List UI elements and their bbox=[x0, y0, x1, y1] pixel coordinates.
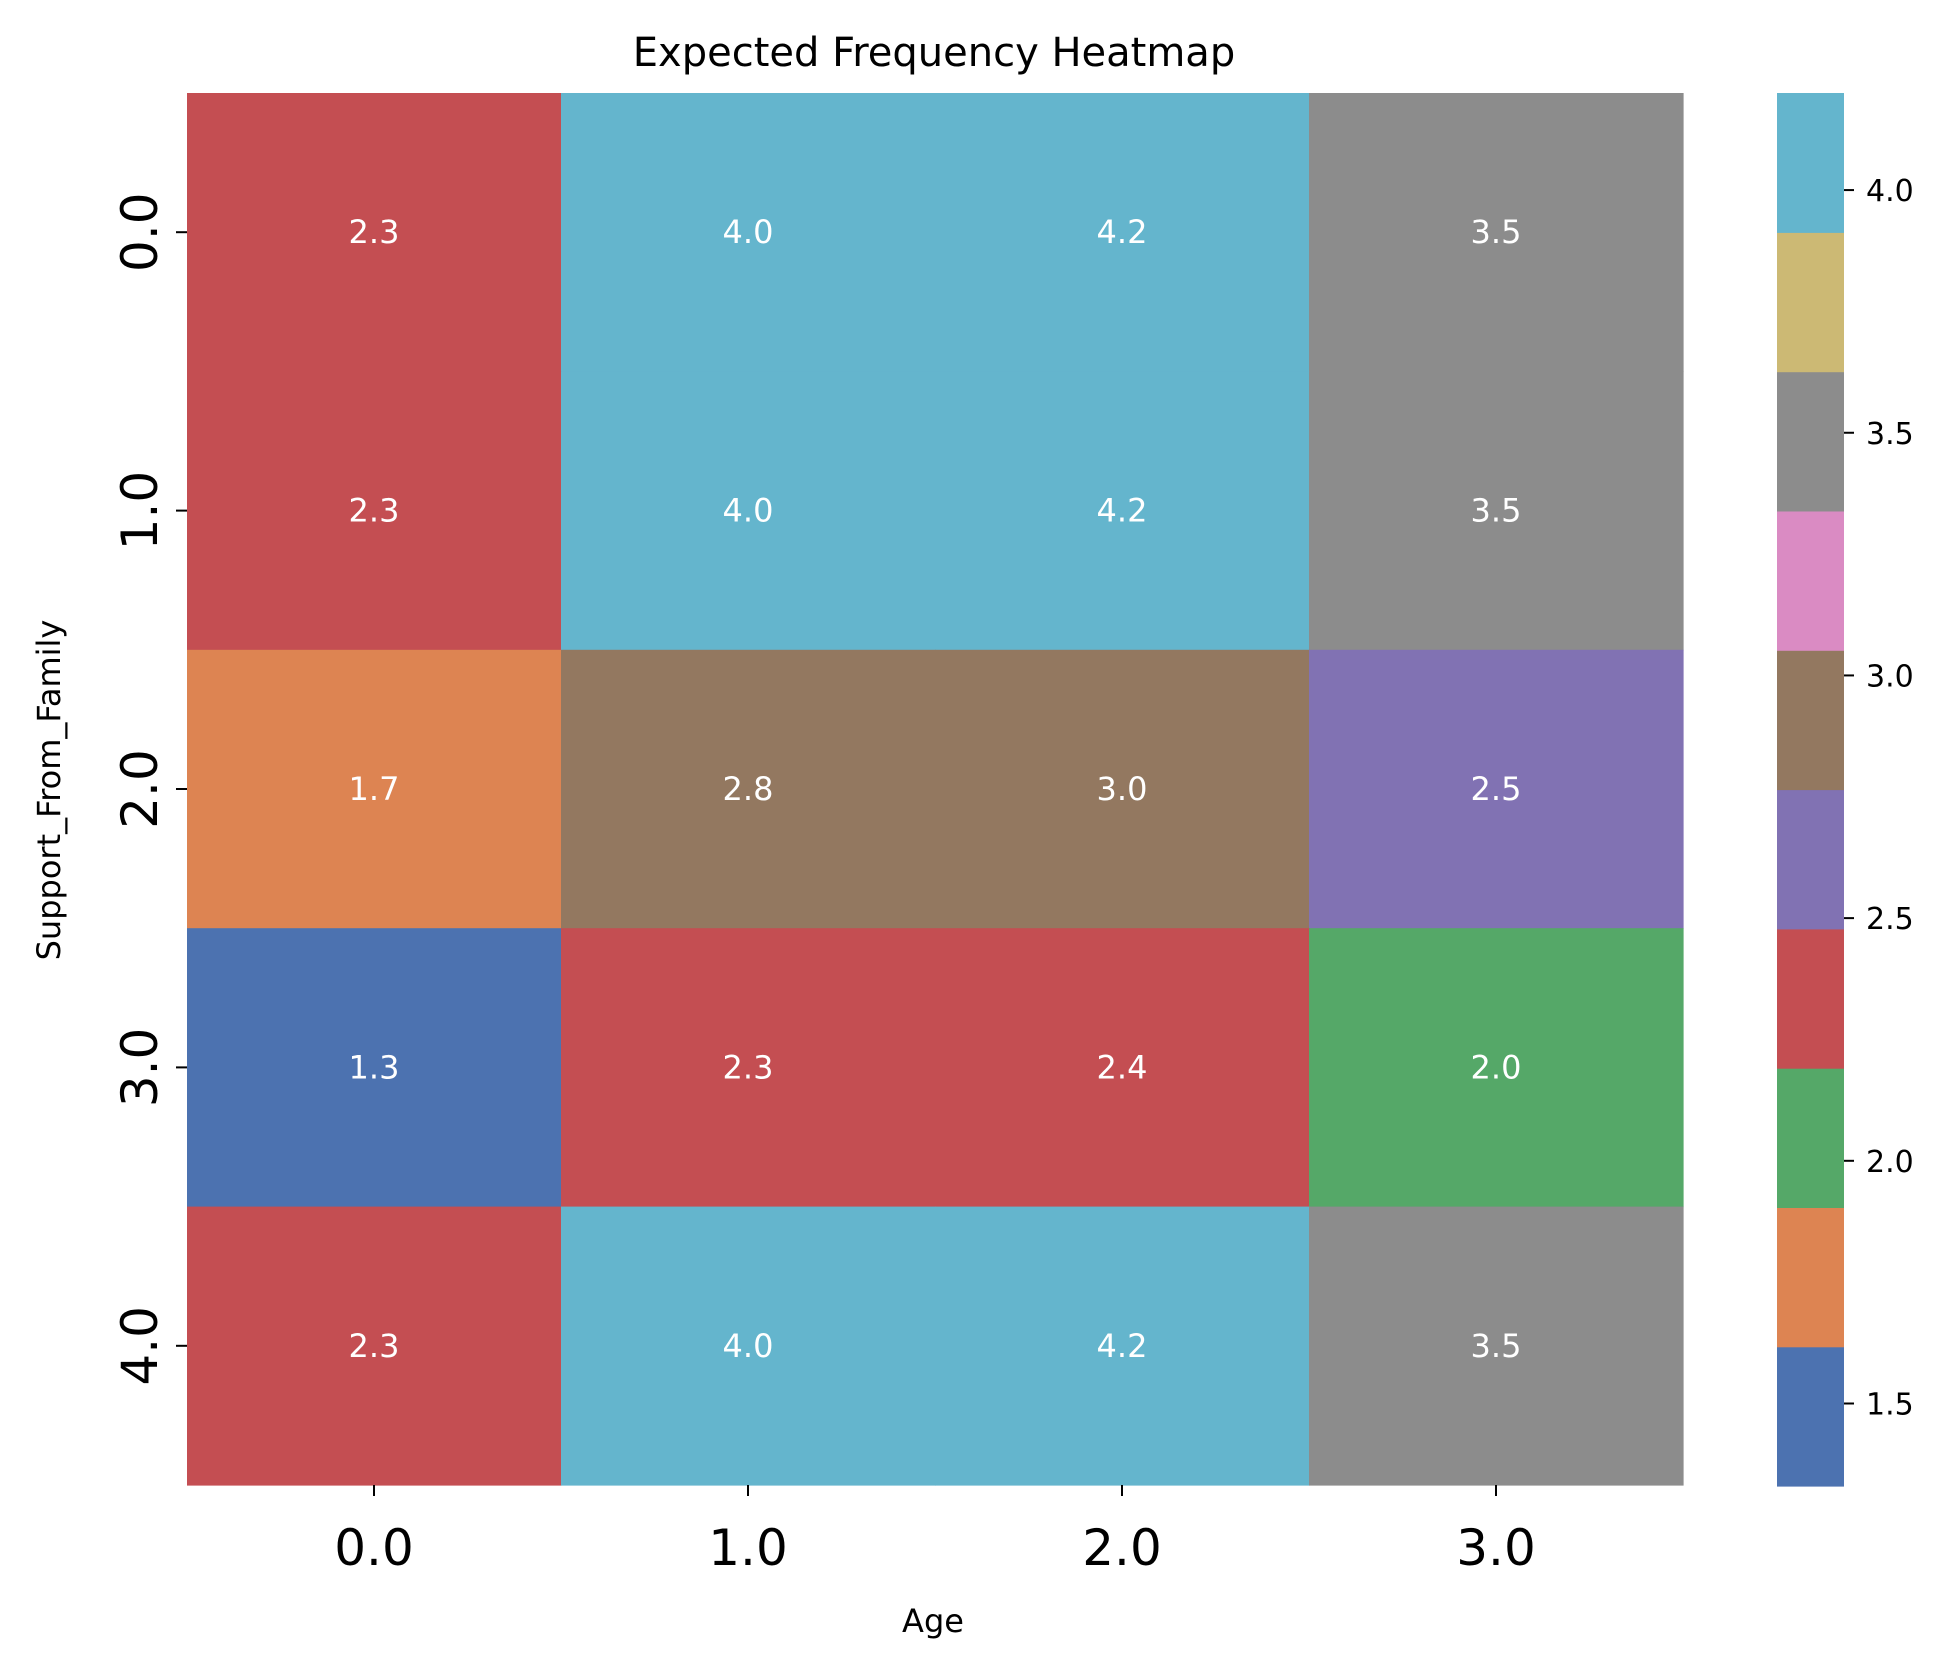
heatmap-cell bbox=[1309, 93, 1684, 372]
heatmap-cell bbox=[935, 371, 1310, 651]
heatmap-cell bbox=[935, 1206, 1310, 1486]
heatmap-cell bbox=[187, 1206, 562, 1486]
chart-title: Expected Frequency Heatmap bbox=[633, 30, 1235, 76]
heatmap-cell bbox=[1309, 928, 1684, 1208]
colorbar-segment bbox=[1777, 93, 1844, 233]
heatmap-cell bbox=[561, 1206, 936, 1486]
colorbar-segment bbox=[1777, 232, 1844, 373]
colorbar-tick-label: 3.0 bbox=[1866, 659, 1914, 694]
heatmap-cell bbox=[187, 649, 562, 929]
colorbar-segment bbox=[1777, 1207, 1844, 1348]
colorbar-segment bbox=[1777, 371, 1844, 512]
heatmap-cell bbox=[187, 371, 562, 651]
y-axis-label: Support_From_Family bbox=[30, 620, 68, 961]
heatmap-cell-label: 2.3 bbox=[723, 1048, 774, 1086]
colorbar-tick-label: 2.5 bbox=[1866, 902, 1914, 937]
colorbar-segment bbox=[1777, 928, 1844, 1069]
heatmap-cell-label: 2.5 bbox=[1471, 770, 1522, 808]
heatmap-cell-label: 2.3 bbox=[349, 1327, 400, 1365]
heatmap-cell bbox=[1309, 649, 1684, 929]
heatmap-cell bbox=[187, 928, 562, 1208]
heatmap-cell-label: 1.3 bbox=[349, 1048, 400, 1086]
heatmap-cell bbox=[561, 928, 936, 1208]
heatmap-cell-label: 2.3 bbox=[349, 213, 400, 251]
y-axis: 0.0 1.0 2.0 3.0 4.0 bbox=[111, 192, 187, 1386]
heatmap-cell bbox=[935, 928, 1310, 1208]
x-axis: 0.0 1.0 2.0 3.0 bbox=[334, 1485, 1536, 1577]
y-tick-label: 3.0 bbox=[111, 1028, 169, 1108]
heatmap-cell-label: 3.5 bbox=[1471, 1327, 1522, 1365]
heatmap-cell bbox=[187, 93, 562, 372]
colorbar-segment bbox=[1777, 510, 1844, 651]
colorbar bbox=[1777, 93, 1844, 1487]
colorbar-segment bbox=[1777, 650, 1844, 791]
heatmap-cell-label: 2.0 bbox=[1471, 1048, 1522, 1086]
colorbar-segment bbox=[1777, 789, 1844, 930]
y-tick-label: 0.0 bbox=[111, 192, 169, 272]
x-tick-label: 0.0 bbox=[334, 1519, 414, 1577]
y-tick-label: 2.0 bbox=[111, 749, 169, 829]
heatmap-cell-label: 4.0 bbox=[723, 492, 774, 530]
heatmap-cell bbox=[561, 93, 936, 372]
x-tick-label: 1.0 bbox=[708, 1519, 788, 1577]
heatmap-cell-label: 4.0 bbox=[723, 1327, 774, 1365]
y-tick-label: 1.0 bbox=[111, 471, 169, 551]
heatmap-cell-label: 4.2 bbox=[1097, 492, 1148, 530]
colorbar-tick-label: 4.0 bbox=[1866, 174, 1914, 209]
heatmap-cell-label: 4.2 bbox=[1097, 213, 1148, 251]
heatmap-cell bbox=[1309, 1206, 1684, 1486]
colorbar-segment bbox=[1777, 1346, 1844, 1487]
heatmap-cell-label: 2.4 bbox=[1097, 1048, 1148, 1086]
heatmap-cell-label: 4.0 bbox=[723, 213, 774, 251]
heatmap-cell bbox=[935, 93, 1310, 372]
x-tick-label: 3.0 bbox=[1456, 1519, 1536, 1577]
heatmap-cell-label: 3.5 bbox=[1471, 213, 1522, 251]
heatmap-cell bbox=[561, 371, 936, 651]
heatmap-cell-label: 4.2 bbox=[1097, 1327, 1148, 1365]
heatmap-cell-label: 1.7 bbox=[349, 770, 400, 808]
heatmap-cell bbox=[1309, 371, 1684, 651]
heatmap-cell-label: 3.0 bbox=[1097, 770, 1148, 808]
heatmap-cell-label: 3.5 bbox=[1471, 492, 1522, 530]
colorbar-tick-label: 1.5 bbox=[1866, 1387, 1914, 1422]
colorbar-axis: 1.5 2.0 2.5 3.0 3.5 4.0 bbox=[1844, 174, 1914, 1422]
y-tick-label: 4.0 bbox=[111, 1306, 169, 1386]
x-tick-label: 2.0 bbox=[1082, 1519, 1162, 1577]
colorbar-tick-label: 3.5 bbox=[1866, 417, 1914, 452]
heatmap-cell-label: 2.3 bbox=[349, 492, 400, 530]
heatmap-cell bbox=[935, 649, 1310, 929]
heatmap-cell bbox=[561, 649, 936, 929]
x-axis-label: Age bbox=[902, 1602, 964, 1640]
heatmap-cells bbox=[187, 93, 1684, 1486]
heatmap-cell-labels: 2.3 4.0 4.2 3.5 2.3 4.0 4.2 3.5 1.7 2.8 3.0 2.5 1.3 2… bbox=[349, 213, 1522, 1365]
heatmap-cell-label: 2.8 bbox=[723, 770, 774, 808]
colorbar-segment bbox=[1777, 1068, 1844, 1208]
colorbar-tick-label: 2.0 bbox=[1866, 1145, 1914, 1180]
